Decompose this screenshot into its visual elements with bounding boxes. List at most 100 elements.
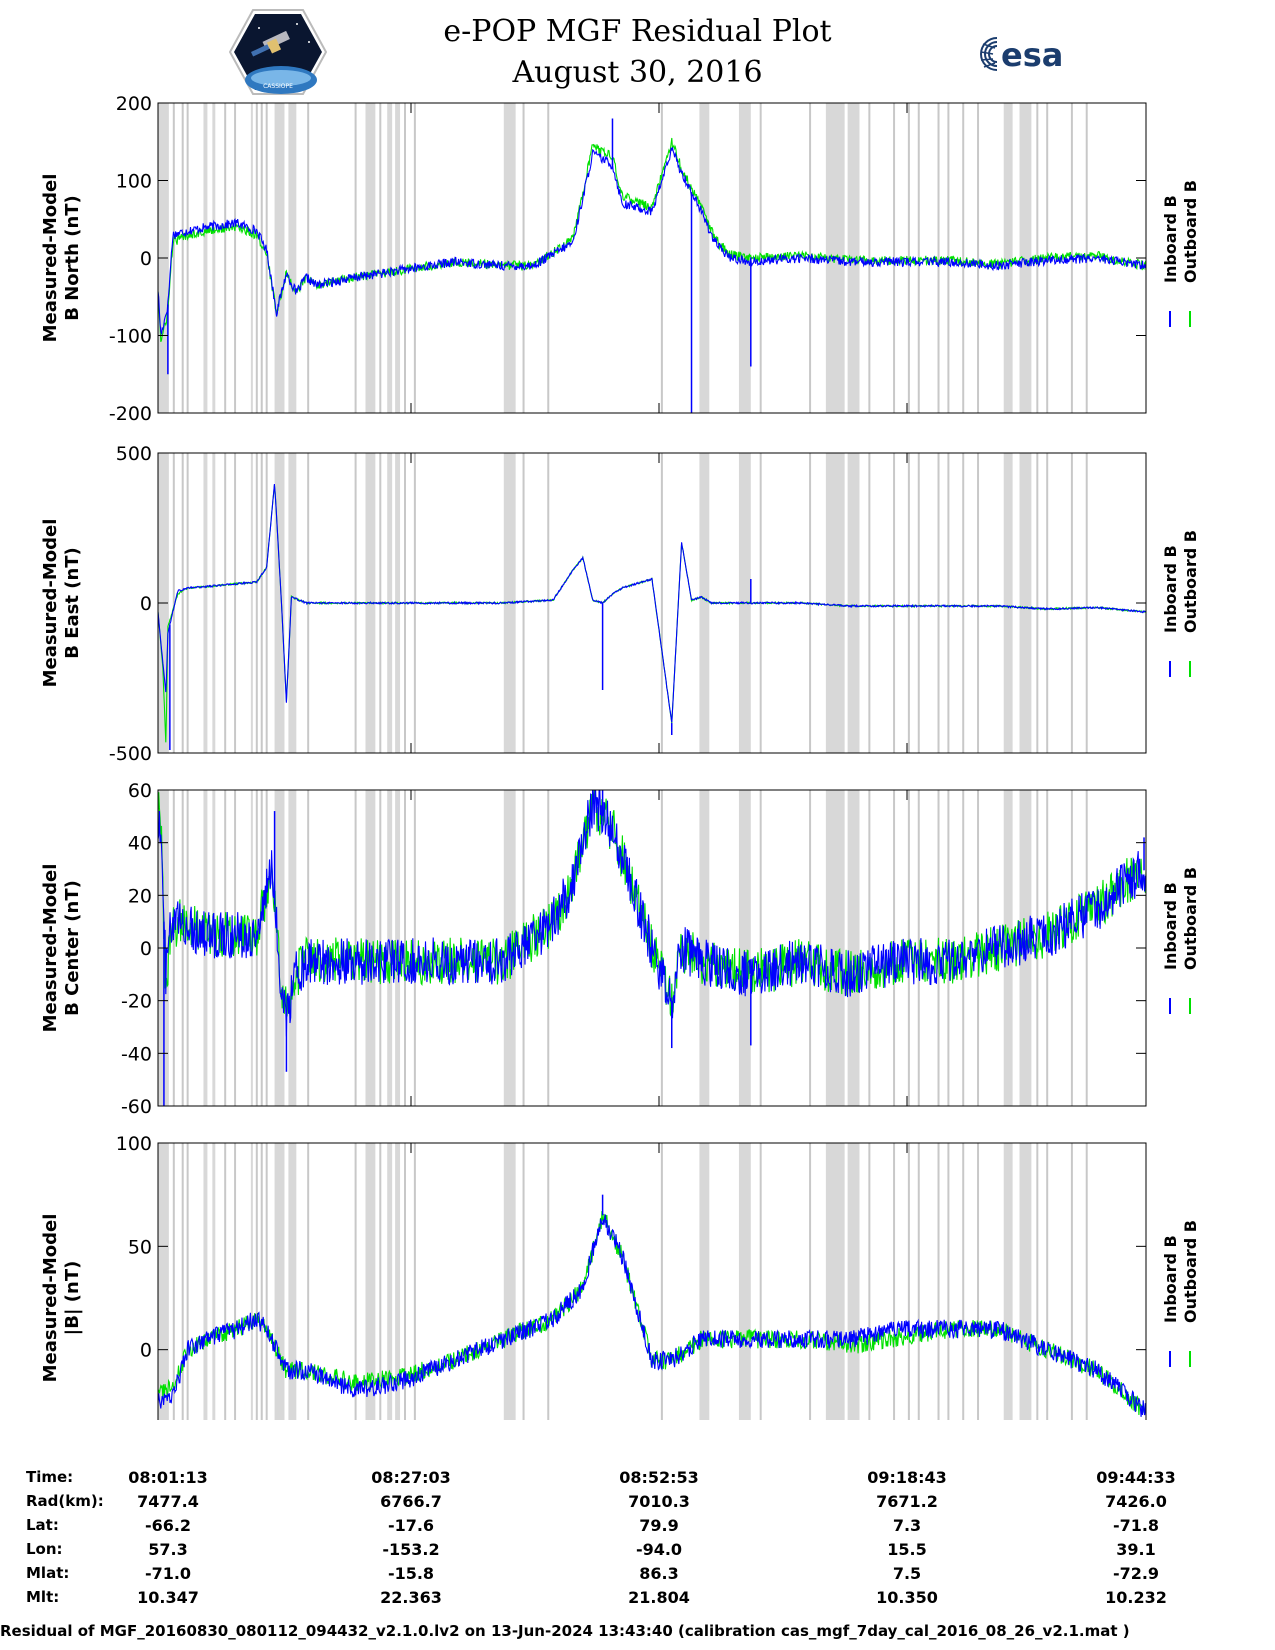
y-tick-label: 20 xyxy=(128,885,152,907)
footer-value: 6766.7 xyxy=(380,1492,442,1511)
legend-label: Outboard B xyxy=(1181,1220,1200,1323)
data-gap xyxy=(847,453,860,753)
data-gap xyxy=(825,790,845,1106)
y-axis-label: Measured-Model xyxy=(40,519,61,688)
footer-row-label: Time: xyxy=(26,1468,74,1486)
data-gap xyxy=(825,453,845,753)
panel-1: -200 -100 0 100 200 Measured-Model B North (nT… xyxy=(40,93,1200,425)
legend-label: Inboard B xyxy=(1161,545,1180,633)
data-gap xyxy=(250,1143,253,1420)
legend-label: Inboard B xyxy=(1161,195,1180,283)
page-title: e-POP MGF Residual Plot xyxy=(443,14,832,49)
footer-value: 7426.0 xyxy=(1105,1492,1167,1511)
data-gap xyxy=(738,790,751,1106)
data-gap xyxy=(387,1143,393,1420)
data-gap xyxy=(1019,103,1032,413)
data-gap xyxy=(1003,1143,1013,1420)
data-gap xyxy=(365,1143,376,1420)
footer-value: 22.363 xyxy=(380,1588,442,1607)
data-gap xyxy=(738,1143,751,1420)
footer-value: -71.8 xyxy=(1112,1516,1160,1535)
footer-value: -66.2 xyxy=(144,1516,192,1535)
esa-logo-text: esa xyxy=(1001,36,1063,74)
data-gap xyxy=(699,103,710,413)
data-gap xyxy=(1019,1143,1032,1420)
data-gap xyxy=(1003,453,1013,753)
footer-value: 7.5 xyxy=(892,1564,922,1583)
data-gap xyxy=(250,103,253,413)
x-tick-label: 08:52:53 xyxy=(619,1468,699,1487)
y-axis-label: Measured-Model xyxy=(40,864,61,1033)
data-gap xyxy=(274,453,285,753)
y-tick-label: 0 xyxy=(140,938,152,960)
y-tick-label: -60 xyxy=(121,1096,152,1118)
data-gap xyxy=(699,1143,710,1420)
cassiope-logo: CASSIOPE xyxy=(228,8,328,100)
data-gap xyxy=(847,1143,860,1420)
footer-value: 21.804 xyxy=(628,1588,690,1607)
footer-value: 39.1 xyxy=(1116,1540,1156,1559)
data-gap xyxy=(203,453,208,753)
footer-row-label: Mlt: xyxy=(26,1588,60,1606)
footer-value: 7671.2 xyxy=(876,1492,938,1511)
data-gap xyxy=(288,1143,297,1420)
footer-value: 79.9 xyxy=(639,1516,679,1535)
y-axis-label: Measured-Model xyxy=(40,1214,61,1383)
panel-2: -500 0 500 Measured-Model B East (nT) Inboard… xyxy=(40,443,1200,765)
legend-label: Inboard B xyxy=(1161,1235,1180,1323)
footer-value: 15.5 xyxy=(887,1540,927,1559)
data-gap xyxy=(699,453,710,753)
data-gap xyxy=(274,1143,285,1420)
x-tick-label: 08:01:13 xyxy=(128,1468,208,1487)
data-gap xyxy=(847,103,860,413)
footer-row-label: Mlat: xyxy=(26,1564,70,1582)
y-axis-label: B Center (nT) xyxy=(62,880,83,1016)
data-gap xyxy=(387,103,393,413)
data-gap xyxy=(274,790,285,1106)
footer-value: 57.3 xyxy=(148,1540,188,1559)
data-gap xyxy=(288,790,297,1106)
data-gap xyxy=(365,103,376,413)
outboard-series-line xyxy=(158,137,1146,343)
y-tick-label: -40 xyxy=(121,1043,152,1065)
footer-value: 7.3 xyxy=(892,1516,922,1535)
esa-logo: esa xyxy=(975,32,1095,80)
footer-value: 86.3 xyxy=(639,1564,679,1583)
footer-value: 10.350 xyxy=(876,1588,938,1607)
y-tick-label: 50 xyxy=(128,1236,152,1258)
y-axis-label: B North (nT) xyxy=(62,195,83,321)
footer-value: -71.0 xyxy=(144,1564,192,1583)
y-axis-label: B East (nT) xyxy=(62,547,83,659)
data-gap xyxy=(365,790,376,1106)
inboard-series-line xyxy=(158,790,1146,1037)
footer-value: -153.2 xyxy=(382,1540,440,1559)
footer-row-label: Lat: xyxy=(26,1516,59,1534)
footer-value: 10.232 xyxy=(1105,1588,1167,1607)
footer-row-label: Rad(km): xyxy=(26,1492,104,1510)
data-gap xyxy=(158,1143,169,1420)
legend-label: Outboard B xyxy=(1181,530,1200,633)
inboard-series-line xyxy=(158,147,1146,335)
legend-label: Inboard B xyxy=(1161,882,1180,970)
legend-label: Outboard B xyxy=(1181,180,1200,283)
panel-3: -60 -40 -20 0 20 40 60 Measured-Model B Center (… xyxy=(40,780,1200,1118)
data-gap xyxy=(503,1143,516,1420)
outboard-series-line xyxy=(158,790,1146,1017)
data-gap xyxy=(847,790,860,1106)
outboard-series-line xyxy=(158,485,1146,743)
plot-caption: Residual of MGF_20160830_080112_094432_v… xyxy=(0,1622,1130,1640)
y-tick-label: 100 xyxy=(116,1133,152,1155)
data-gap xyxy=(395,1143,401,1420)
footer-value: 7477.4 xyxy=(137,1492,199,1511)
data-gap xyxy=(1003,103,1013,413)
legend-label: Outboard B xyxy=(1181,867,1200,970)
y-axis-label: |B| (nT) xyxy=(62,1261,83,1336)
data-gap xyxy=(274,103,285,413)
plot-frame xyxy=(157,1142,1147,1420)
footer-value: -15.8 xyxy=(387,1564,435,1583)
inboard-series-line xyxy=(158,1214,1146,1417)
footer-value: 7010.3 xyxy=(628,1492,690,1511)
y-tick-label: 0 xyxy=(140,248,152,270)
data-gap xyxy=(212,453,216,753)
